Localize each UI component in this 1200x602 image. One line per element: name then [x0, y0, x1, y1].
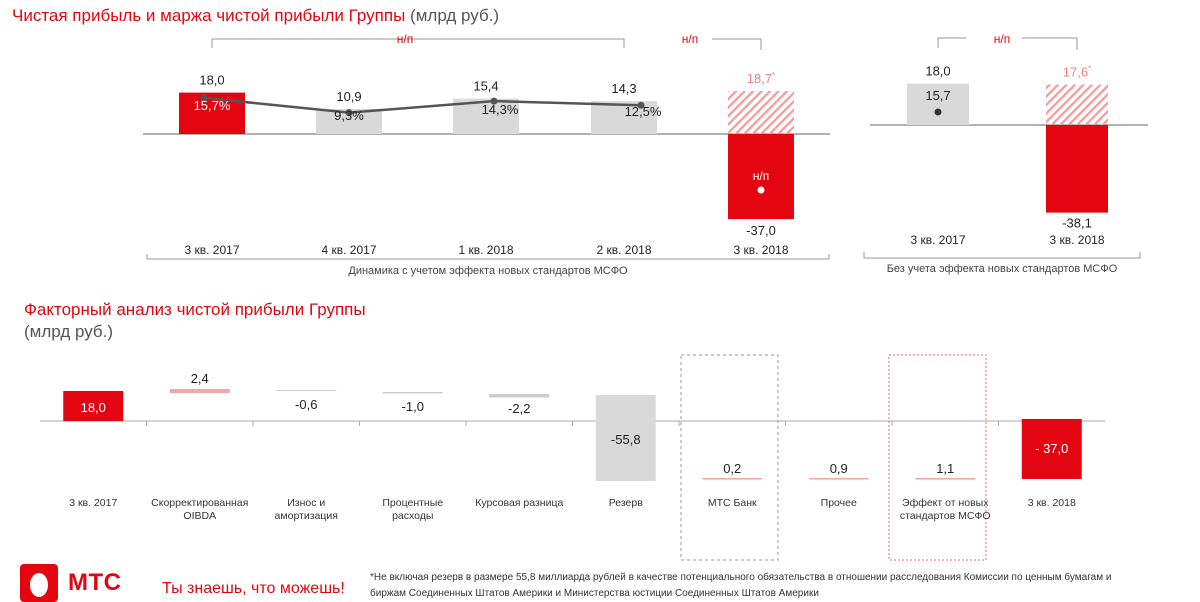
waterfall-value-label-6: -55,8: [611, 432, 641, 447]
bracket-left-label: н/п: [397, 32, 413, 46]
mts-egg-logo-icon: [20, 564, 58, 602]
chart2-category-label-2: 3 кв. 2018: [1050, 233, 1105, 247]
bracket-left: [211, 38, 625, 48]
waterfall-bar-5: [489, 394, 550, 398]
bracket-right-label: н/п: [682, 32, 698, 46]
waterfall-value-label-5: -2,2: [508, 401, 530, 416]
waterfall-bar-3: [276, 390, 337, 391]
chart1-value-label-3: 15,4: [473, 79, 498, 94]
chart1-margin-point-1: [200, 94, 208, 102]
waterfall-category-label-3-line-2: амортизация: [275, 510, 338, 522]
chart2-value-label-1: 18,0: [925, 64, 950, 79]
waterfall-unit: (млрд руб.): [24, 322, 114, 341]
waterfall-bar-8: [808, 478, 869, 480]
waterfall-value-label-2: 2,4: [191, 371, 209, 386]
footnote: *Не включая резерв в размере 55,8 миллиа…: [370, 570, 1190, 602]
waterfall-category-label-3-line-1: Износ и: [287, 497, 325, 509]
chart2-bracket-left: [937, 37, 966, 48]
waterfall-category-label-8-line-1: Прочее: [821, 497, 857, 509]
waterfall-category-label-2-line-1: Скорректированная: [151, 497, 248, 509]
waterfall-category-label-1-line-1: 3 кв. 2017: [69, 497, 117, 509]
chart1-margin-label-4: 12,5%: [625, 104, 662, 119]
waterfall-title: Факторный анализ чистой прибыли Группы: [24, 300, 366, 319]
waterfall-value-label-3: -0,6: [295, 397, 317, 412]
bracket-right: [712, 38, 762, 50]
chart1-category-label-3: 1 кв. 2018: [459, 243, 514, 257]
waterfall-category-label-7-line-1: МТС Банк: [708, 497, 757, 509]
chart1-category-label-4: 2 кв. 2018: [597, 243, 652, 257]
logo-text: МТС: [68, 569, 122, 596]
chart1-margin-point-3: [490, 97, 498, 105]
chart1-ghost-label: 18,7*: [747, 71, 775, 86]
chart1-margin-point-5: [757, 186, 765, 194]
waterfall-value-label-4: -1,0: [402, 399, 424, 414]
chart1-value-label-4: 14,3: [611, 81, 636, 96]
chart1-value-label-2: 10,9: [336, 89, 361, 104]
chart2-ghost-bar: [1046, 84, 1108, 125]
waterfall-highlight-bank: [680, 354, 779, 561]
chart2-inner-label: 15,7: [925, 88, 950, 103]
brand-block: МТС: [20, 564, 121, 602]
chart1-category-bracket: [146, 254, 830, 260]
chart2-ghost-label: 17,6*: [1063, 65, 1091, 80]
chart1-caption: Динамика с учетом эффекта новых стандарт…: [348, 265, 628, 277]
waterfall-bar-9: [915, 478, 976, 480]
waterfall-category-label-4-line-1: Процентные: [382, 497, 443, 509]
waterfall-category-label-4-line-2: расходы: [392, 510, 433, 522]
waterfall-category-label-2-line-2: OIBDA: [183, 510, 216, 522]
chart2-bar-2: [1046, 125, 1108, 213]
chart2-margin-point: [934, 108, 942, 116]
chart1-title: Чистая прибыль и маржа чистой прибыли Гр…: [12, 6, 499, 26]
waterfall-svg: 18,0 2,4 -0,6 -1,0 -2,2 -55,8 0,2 0,9 1,1 - 37,0 3…: [40, 354, 1105, 561]
chart1-category-label-1: 3 кв. 2017: [185, 243, 240, 257]
chart1-margin-label-3: 14,3%: [482, 102, 519, 117]
footnote-mark: *: [1088, 65, 1091, 74]
chart1-margin-label-2: 9,3%: [334, 108, 364, 123]
chart2-bar-1: [907, 83, 969, 125]
chart1-category-label-5: 3 кв. 2018: [734, 243, 789, 257]
chart1-value-label-1: 18,0: [199, 73, 224, 88]
chart1-margin-point-2: [345, 109, 353, 117]
waterfall-bar-4: [382, 392, 443, 394]
waterfall-value-label-10: - 37,0: [1035, 441, 1068, 456]
chart1-margin-point-4: [637, 101, 645, 109]
chart1-title-text: Чистая прибыль и маржа чистой прибыли Гр…: [12, 6, 406, 25]
chart1-category-label-2: 4 кв. 2017: [322, 243, 377, 257]
chart2-bracket-right: [1022, 37, 1078, 50]
waterfall-bar-1: [63, 391, 124, 421]
waterfall-value-label-8: 0,9: [830, 461, 848, 476]
waterfall-category-label-9-line-1: Эффект от новых: [902, 497, 989, 509]
chart1-svg: н/п н/п 18,0 10,9 15,4 14,3 -37,0 18,7* 15,7% 9,3…: [143, 32, 830, 277]
chart1-ghost-bar: [728, 90, 794, 134]
waterfall-value-label-7: 0,2: [723, 461, 741, 476]
waterfall-value-label-9: 1,1: [936, 461, 954, 476]
chart1-margin-label-5: н/п: [753, 169, 769, 183]
chart1-bar-4: [591, 101, 657, 134]
chart1-bar-5: [728, 134, 794, 220]
waterfall-bar-2: [169, 389, 230, 393]
footnote-line-1: *Не включая резерв в размере 55,8 миллиа…: [370, 572, 1112, 583]
chart2-bracket-label: н/п: [994, 32, 1010, 46]
waterfall-category-label-9-line-2: стандартов МСФО: [900, 510, 991, 522]
chart2-svg: н/п 18,0 -38,1 15,7 17,6* 3 кв. 2017 3 кв. 201…: [863, 32, 1148, 275]
waterfall-category-label-6-line-1: Резерв: [609, 497, 644, 509]
waterfall-category-label-5-line-1: Курсовая разница: [475, 497, 563, 509]
chart2-category-label-1: 3 кв. 2017: [911, 233, 966, 247]
chart2-caption: Без учета эффекта новых стандартов МСФО: [887, 263, 1118, 275]
waterfall-highlight-ifrs: [888, 354, 987, 561]
waterfall-bar-7: [702, 478, 763, 480]
chart1-margin-line: [203, 96, 642, 114]
footnote-line-2: биржам Соединенных Штатов Америки и Мини…: [370, 588, 819, 599]
waterfall-value-label-1: 18,0: [81, 400, 106, 415]
chart2-category-bracket: [863, 252, 1141, 259]
chart1-unit: (млрд руб.): [410, 6, 500, 25]
chart2-value-label-2: -38,1: [1062, 216, 1092, 231]
waterfall-category-label-10-line-1: 3 кв. 2018: [1028, 497, 1076, 509]
chart1-margin-label-1: 15,7%: [194, 98, 231, 113]
waterfall-bar-10: [1021, 419, 1082, 479]
waterfall-bar-6: [595, 395, 656, 481]
chart1-value-label-5: -37,0: [746, 223, 776, 238]
slogan: Ты знаешь, что можешь!: [162, 580, 345, 597]
footnote-mark: *: [772, 71, 775, 80]
